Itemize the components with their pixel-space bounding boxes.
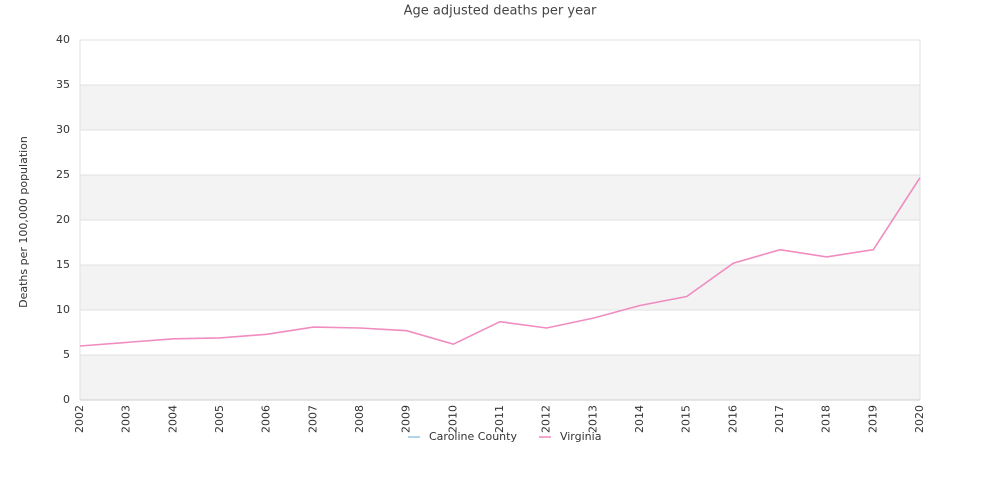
y-tick-label: 25 (56, 168, 70, 181)
x-tick-label: 2008 (353, 405, 366, 433)
legend-label: Virginia (560, 430, 601, 443)
y-tick-label: 40 (56, 33, 70, 46)
x-tick-label: 2018 (820, 405, 833, 433)
y-axis-label: Deaths per 100,000 population (17, 136, 30, 308)
x-tick-label: 2009 (400, 405, 413, 433)
grid-band (80, 265, 920, 310)
x-tick-label: 2006 (260, 405, 273, 433)
x-tick-label: 2005 (213, 405, 226, 433)
x-tick-label: 2007 (306, 405, 319, 433)
grid-band (80, 175, 920, 220)
y-tick-label: 5 (63, 348, 70, 361)
y-tick-label: 30 (56, 123, 70, 136)
x-tick-label: 2017 (773, 405, 786, 433)
y-tick-label: 20 (56, 213, 70, 226)
chart-title: Age adjusted deaths per year (404, 4, 597, 19)
y-tick-label: 10 (56, 303, 70, 316)
x-tick-label: 2011 (493, 405, 506, 433)
grid-band (80, 85, 920, 130)
x-tick-label: 2012 (540, 405, 553, 433)
x-tick-label: 2013 (586, 405, 599, 433)
x-tick-label: 2016 (726, 405, 739, 433)
x-tick-label: 2002 (73, 405, 86, 433)
x-tick-label: 2010 (446, 405, 459, 433)
y-tick-label: 0 (63, 393, 70, 406)
grid-band (80, 355, 920, 400)
x-tick-label: 2019 (866, 405, 879, 433)
y-tick-label: 35 (56, 78, 70, 91)
x-tick-label: 2014 (633, 405, 646, 433)
x-tick-label: 2020 (913, 405, 926, 433)
series-line (79, 177, 921, 347)
x-tick-label: 2003 (120, 405, 133, 433)
y-tick-label: 15 (56, 258, 70, 271)
x-tick-label: 2015 (680, 405, 693, 433)
legend-label: Caroline County (429, 430, 517, 443)
x-tick-label: 2004 (166, 405, 179, 433)
